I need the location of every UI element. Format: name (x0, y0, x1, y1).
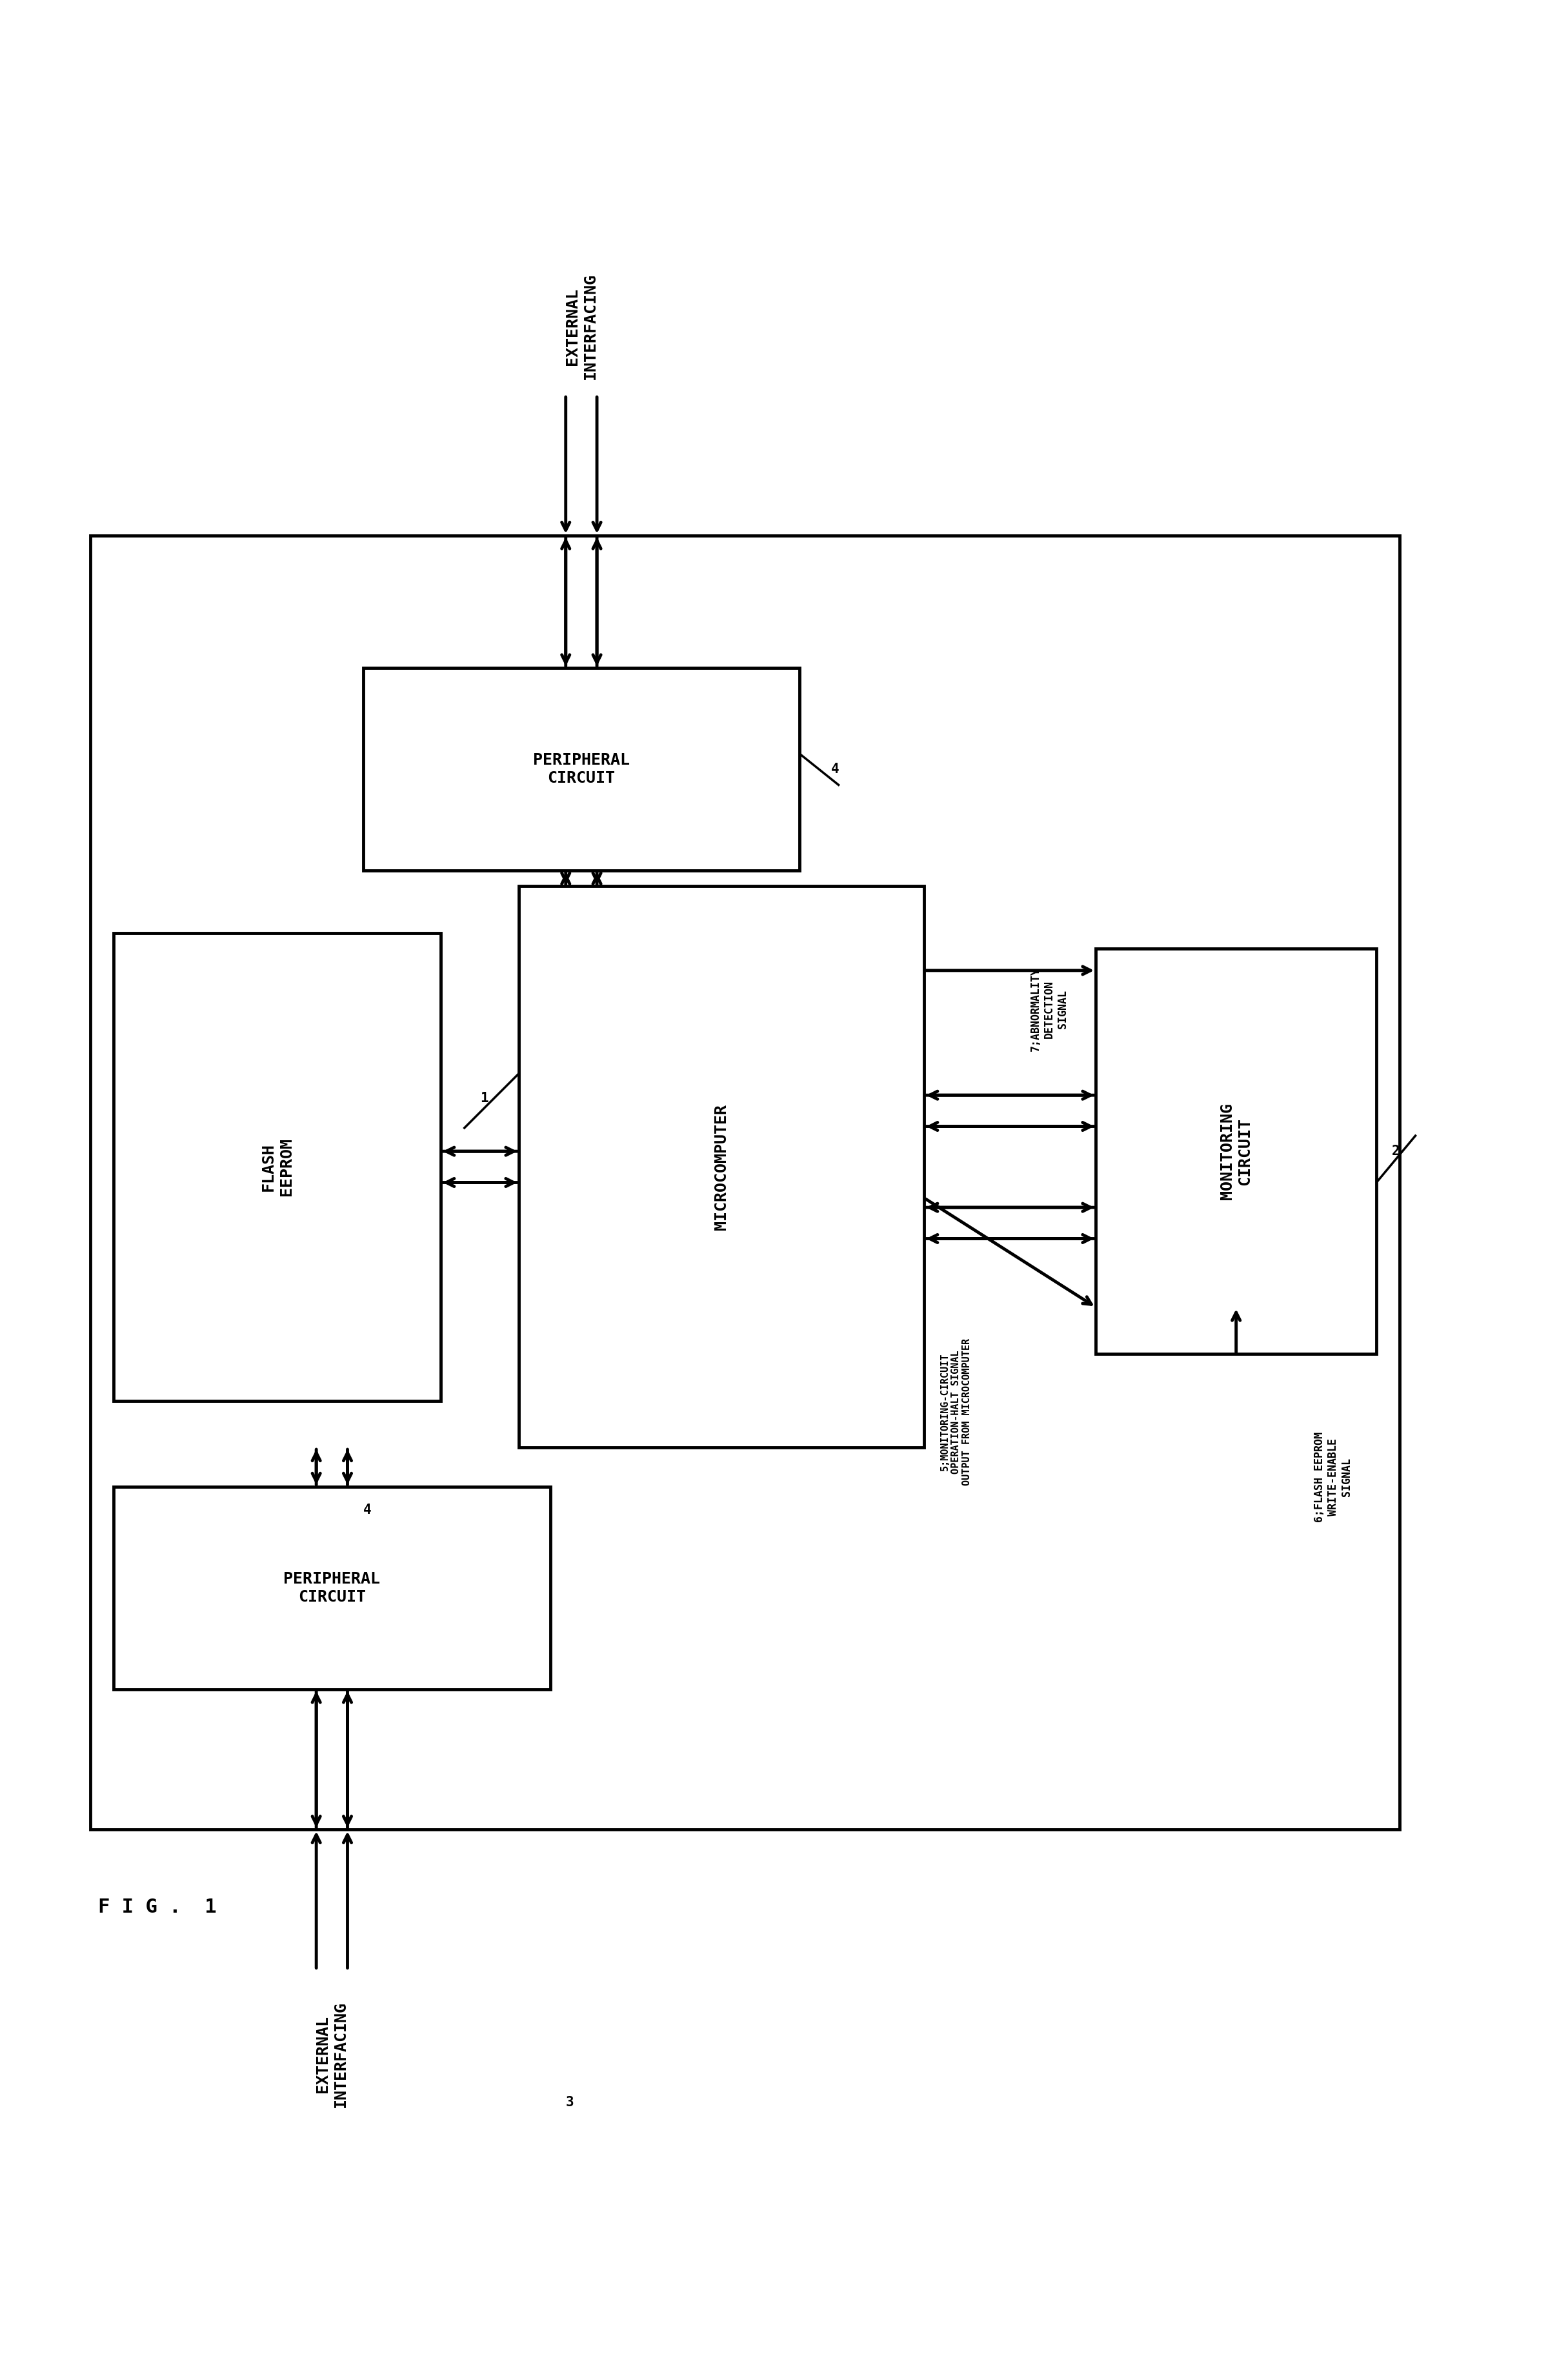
Text: MICROCOMPUTER: MICROCOMPUTER (713, 1104, 729, 1230)
Text: 7;ABNORMALITY
DETECTION
SIGNAL: 7;ABNORMALITY DETECTION SIGNAL (1030, 967, 1068, 1052)
Text: FLASH
EEPROM: FLASH EEPROM (260, 1138, 295, 1197)
Text: 4: 4 (364, 1504, 372, 1516)
Bar (113, 1488, 550, 1689)
Text: EXTERNAL
INTERFACING: EXTERNAL INTERFACING (315, 2001, 348, 2107)
Text: MONITORING
CIRCUIT: MONITORING CIRCUIT (1220, 1102, 1253, 1199)
Text: 2: 2 (1392, 1145, 1400, 1159)
Text: 1: 1 (480, 1093, 488, 1104)
Bar (113, 934, 441, 1400)
Bar (519, 887, 924, 1447)
Bar (91, 534, 1400, 1831)
Bar (1096, 948, 1377, 1355)
Text: 3: 3 (566, 2095, 574, 2110)
Text: 6;FLASH EEPROM
WRITE-ENABLE
SIGNAL: 6;FLASH EEPROM WRITE-ENABLE SIGNAL (1314, 1431, 1353, 1523)
Bar (364, 667, 800, 870)
Text: PERIPHERAL
CIRCUIT: PERIPHERAL CIRCUIT (533, 752, 630, 785)
Text: 5;MONITORING-CIRCUIT
OPERATION-HALT SIGNAL
OUTPUT FROM MICROCOMPUTER: 5;MONITORING-CIRCUIT OPERATION-HALT SIGN… (939, 1339, 972, 1485)
Text: F I G .  1: F I G . 1 (99, 1899, 216, 1918)
Text: EXTERNAL
INTERFACING: EXTERNAL INTERFACING (564, 272, 597, 378)
Text: PERIPHERAL
CIRCUIT: PERIPHERAL CIRCUIT (284, 1570, 381, 1603)
Text: 4: 4 (831, 764, 839, 776)
